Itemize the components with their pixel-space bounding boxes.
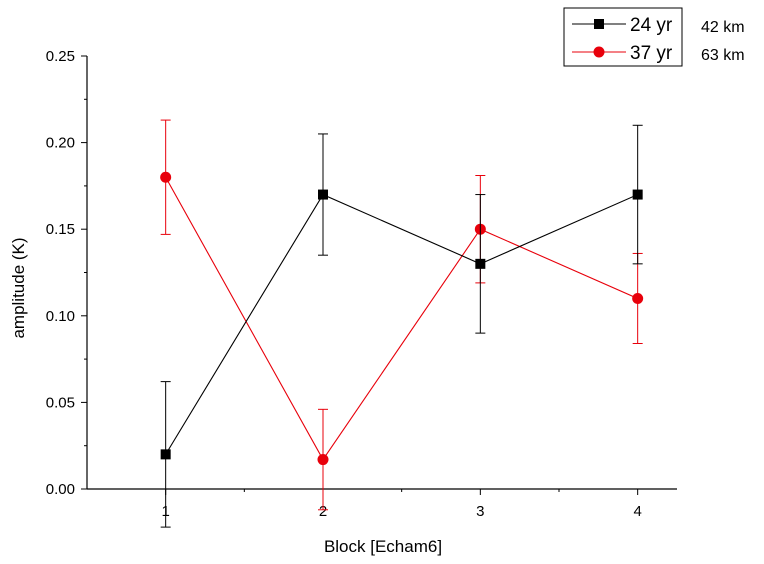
data-point <box>160 171 172 183</box>
x-tick-label: 2 <box>319 503 327 520</box>
data-point <box>475 258 486 269</box>
series-line-0 <box>165 193 638 455</box>
legend-label: 37 yr <box>630 43 673 64</box>
data-point <box>632 189 643 200</box>
legend: 24 yr 42 km 37 yr 63 km <box>563 7 745 67</box>
x-tick-label: 4 <box>633 503 641 520</box>
data-point <box>318 189 328 200</box>
y-tick-label: 0.20 <box>46 135 75 152</box>
x-tick-label: 3 <box>476 503 484 520</box>
y-tick-label: 0.15 <box>46 221 75 238</box>
y-axis-ticks: 0.00 0.05 0.10 0.15 0.20 0.25 <box>46 48 87 498</box>
legend-marker <box>593 46 605 58</box>
y-tick-label: 0.00 <box>46 481 75 498</box>
legend-annotation: 63 km <box>701 47 745 64</box>
y-tick-label: 0.25 <box>46 48 75 65</box>
data-point <box>632 292 644 304</box>
legend-box <box>563 7 683 67</box>
data-point <box>317 454 329 466</box>
legend-label: 24 yr <box>630 15 673 36</box>
series-line-1 <box>165 176 638 461</box>
y-axis-title: amplitude (K) <box>9 237 28 338</box>
y-tick-label: 0.10 <box>46 308 75 325</box>
data-point <box>160 449 171 460</box>
x-axis-title: Block [Echam6] <box>324 537 442 556</box>
series-layer <box>160 119 644 528</box>
legend-marker <box>594 19 604 29</box>
legend-annotation: 42 km <box>701 19 745 36</box>
plot-frame <box>86 56 677 490</box>
y-tick-label: 0.05 <box>46 394 75 411</box>
